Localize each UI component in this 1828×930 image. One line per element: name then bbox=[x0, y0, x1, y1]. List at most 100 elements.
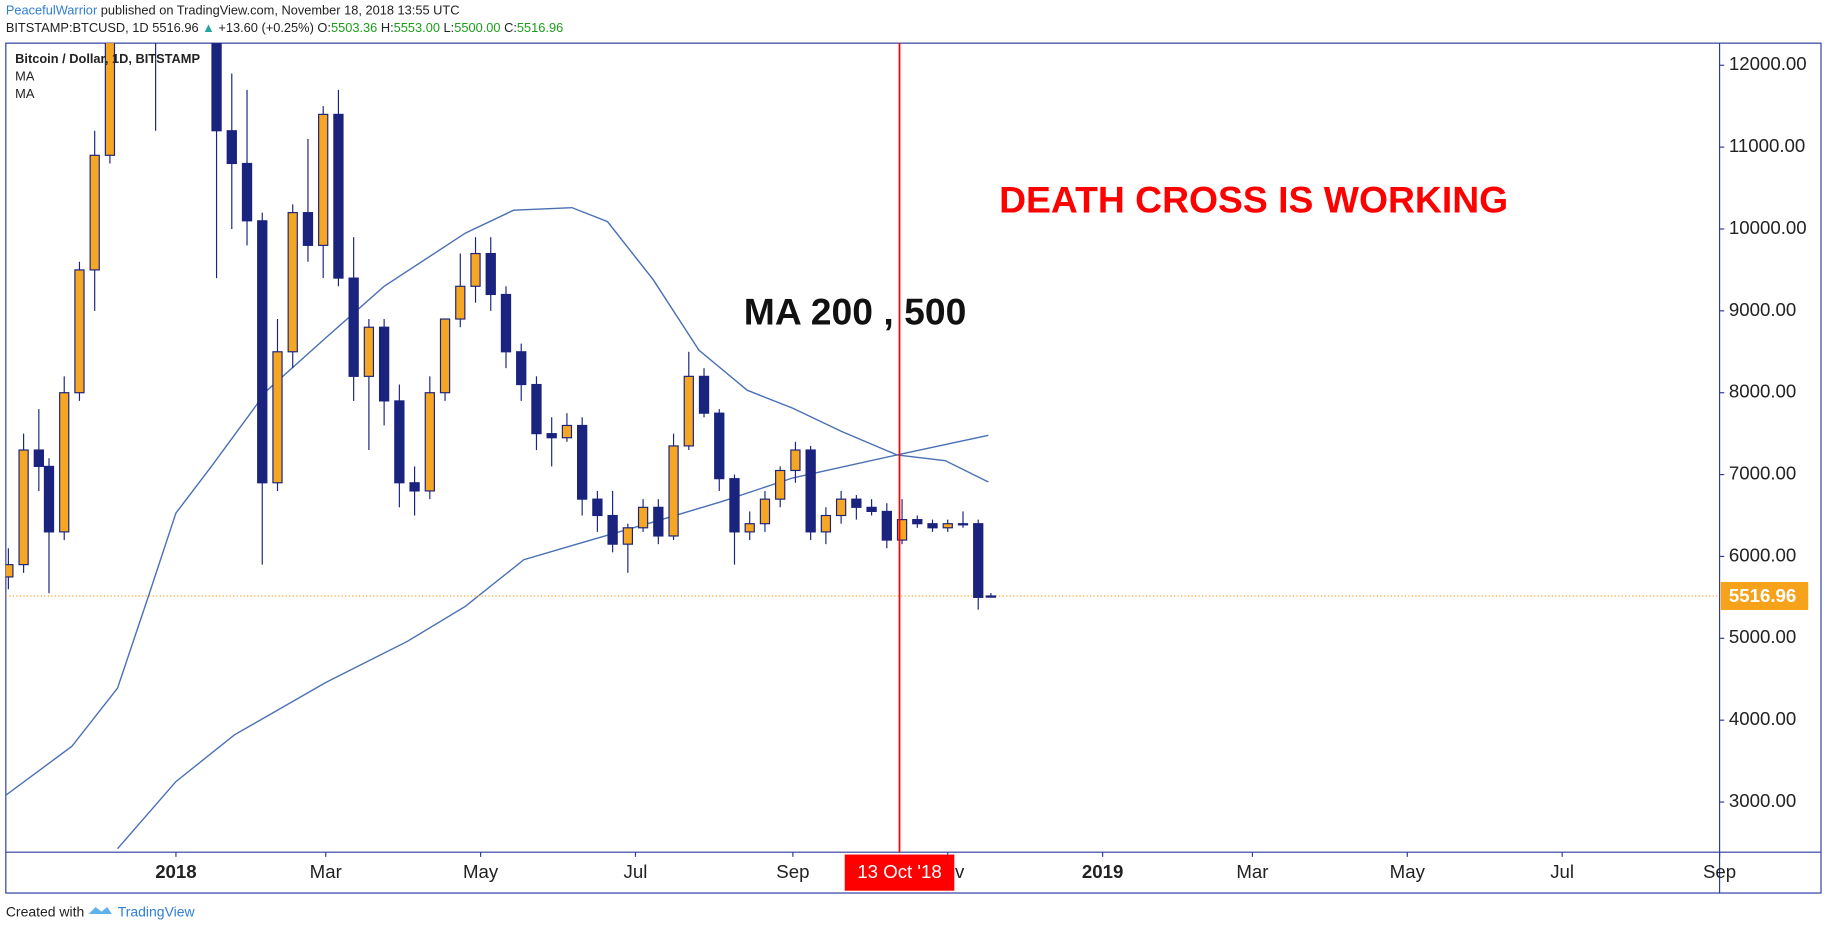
header-line-1: PeacefulWarrior published on TradingView… bbox=[6, 3, 460, 18]
footer-brand[interactable]: TradingView bbox=[118, 904, 196, 920]
h-label: H: bbox=[381, 21, 394, 36]
o-label: O: bbox=[317, 21, 331, 36]
x-tick-label: Jul bbox=[1550, 861, 1574, 882]
candle-body bbox=[805, 449, 816, 533]
open: 5503.36 bbox=[331, 21, 377, 36]
last: 5516.96 bbox=[152, 21, 198, 36]
legend-ma: MA bbox=[15, 68, 35, 83]
candle-body bbox=[577, 424, 588, 500]
author[interactable]: PeacefulWarrior bbox=[6, 3, 98, 18]
annotation: MA 200 , 500 bbox=[744, 291, 967, 333]
symbol: BITSTAMP:BTCUSD, 1D bbox=[6, 21, 149, 36]
low: 5500.00 bbox=[454, 21, 500, 36]
y-tick-label: 6000.00 bbox=[1729, 544, 1796, 565]
plot-area bbox=[5, 43, 1720, 850]
candle-body bbox=[287, 212, 298, 353]
candle-body bbox=[89, 154, 100, 271]
candle-body bbox=[409, 482, 420, 492]
candle-body bbox=[592, 498, 603, 517]
candle-body bbox=[668, 445, 679, 537]
candle-body bbox=[985, 595, 997, 598]
candle-body bbox=[546, 433, 557, 439]
candle-body bbox=[348, 277, 359, 377]
moving-average bbox=[5, 206, 989, 796]
x-tick-label: May bbox=[1390, 861, 1426, 882]
y-tick-label: 10000.00 bbox=[1729, 217, 1807, 238]
legend-symbol: Bitcoin / Dollar, 1D, BITSTAMP bbox=[15, 51, 200, 66]
candle-body bbox=[927, 523, 938, 529]
candle-body bbox=[378, 326, 390, 402]
l-label: L: bbox=[444, 21, 455, 36]
high: 5553.00 bbox=[394, 21, 440, 36]
y-tick-label: 7000.00 bbox=[1729, 463, 1796, 484]
y-tick-label: 4000.00 bbox=[1729, 708, 1796, 729]
candle-body bbox=[43, 465, 55, 533]
x-tick-label: Mar bbox=[1236, 861, 1268, 882]
candle-body bbox=[439, 318, 451, 394]
candle-body bbox=[470, 252, 481, 287]
y-tick-label: 11000.00 bbox=[1729, 135, 1805, 156]
crosshair-label: 13 Oct '18 bbox=[857, 861, 941, 882]
x-tick-label: Sep bbox=[776, 861, 809, 882]
candle-body bbox=[33, 449, 44, 467]
candle-body bbox=[653, 506, 664, 537]
candle-body bbox=[896, 519, 908, 541]
candle-body bbox=[455, 285, 466, 320]
footer-text: Created with bbox=[6, 904, 84, 920]
arrow: ▲ bbox=[202, 21, 215, 36]
candle-body bbox=[241, 162, 253, 222]
candle-body bbox=[820, 514, 832, 533]
header-line-2: BITSTAMP:BTCUSD, 1D 5516.96 ▲ +13.60 (+0… bbox=[6, 21, 563, 36]
candle-body bbox=[333, 113, 344, 279]
candle-body bbox=[942, 523, 953, 529]
candle-body bbox=[104, 43, 116, 156]
x-tick-label: 2019 bbox=[1082, 861, 1123, 882]
candle-body bbox=[607, 514, 618, 545]
candle-body bbox=[759, 498, 771, 525]
y-tick-label: 12000.00 bbox=[1729, 53, 1807, 74]
y-tick-label: 9000.00 bbox=[1729, 299, 1796, 320]
x-tick-label: Jul bbox=[624, 861, 648, 882]
tradingview-logo bbox=[88, 907, 112, 915]
last-price-label: 5516.96 bbox=[1729, 585, 1796, 606]
candle-body bbox=[729, 478, 740, 533]
candle-body bbox=[775, 469, 786, 500]
candle-body bbox=[790, 449, 801, 472]
candle-body bbox=[835, 498, 847, 517]
candle-body bbox=[912, 519, 923, 525]
change: +13.60 (+0.25%) bbox=[218, 21, 313, 36]
candle-body bbox=[211, 43, 222, 132]
candle-body bbox=[744, 523, 755, 533]
legend-ma: MA bbox=[15, 86, 35, 101]
last-price-tag bbox=[1720, 582, 1809, 610]
overlay: 3000.00 4000.00 5000.00 6000.00 7000.00 8000.… bbox=[155, 43, 1809, 891]
candle-body bbox=[637, 506, 649, 529]
c-label: C: bbox=[504, 21, 517, 36]
x-tick-label: May bbox=[463, 861, 499, 882]
candle-body bbox=[302, 212, 314, 246]
candle-body bbox=[851, 498, 862, 508]
candle-body bbox=[516, 351, 527, 386]
candle-body bbox=[5, 564, 14, 578]
candle-body bbox=[424, 392, 435, 492]
chart-frame bbox=[5, 42, 1822, 894]
candle-body bbox=[318, 113, 329, 246]
x-tick-label: 2018 bbox=[155, 861, 196, 882]
published: published on TradingView.com, November 1… bbox=[101, 3, 460, 18]
candle-body bbox=[257, 220, 268, 484]
candle-body bbox=[714, 412, 725, 480]
y-tick-label: 3000.00 bbox=[1729, 790, 1796, 811]
candle-body bbox=[973, 523, 984, 598]
candle-body bbox=[531, 383, 542, 435]
candle-body bbox=[485, 252, 496, 296]
close: 5516.96 bbox=[517, 21, 563, 36]
x-tick-label: Mar bbox=[310, 861, 342, 882]
candle-body bbox=[226, 130, 237, 165]
candle-body bbox=[59, 392, 70, 533]
candle-body bbox=[957, 523, 969, 526]
candle-body bbox=[698, 375, 710, 414]
candle-body bbox=[394, 400, 405, 484]
